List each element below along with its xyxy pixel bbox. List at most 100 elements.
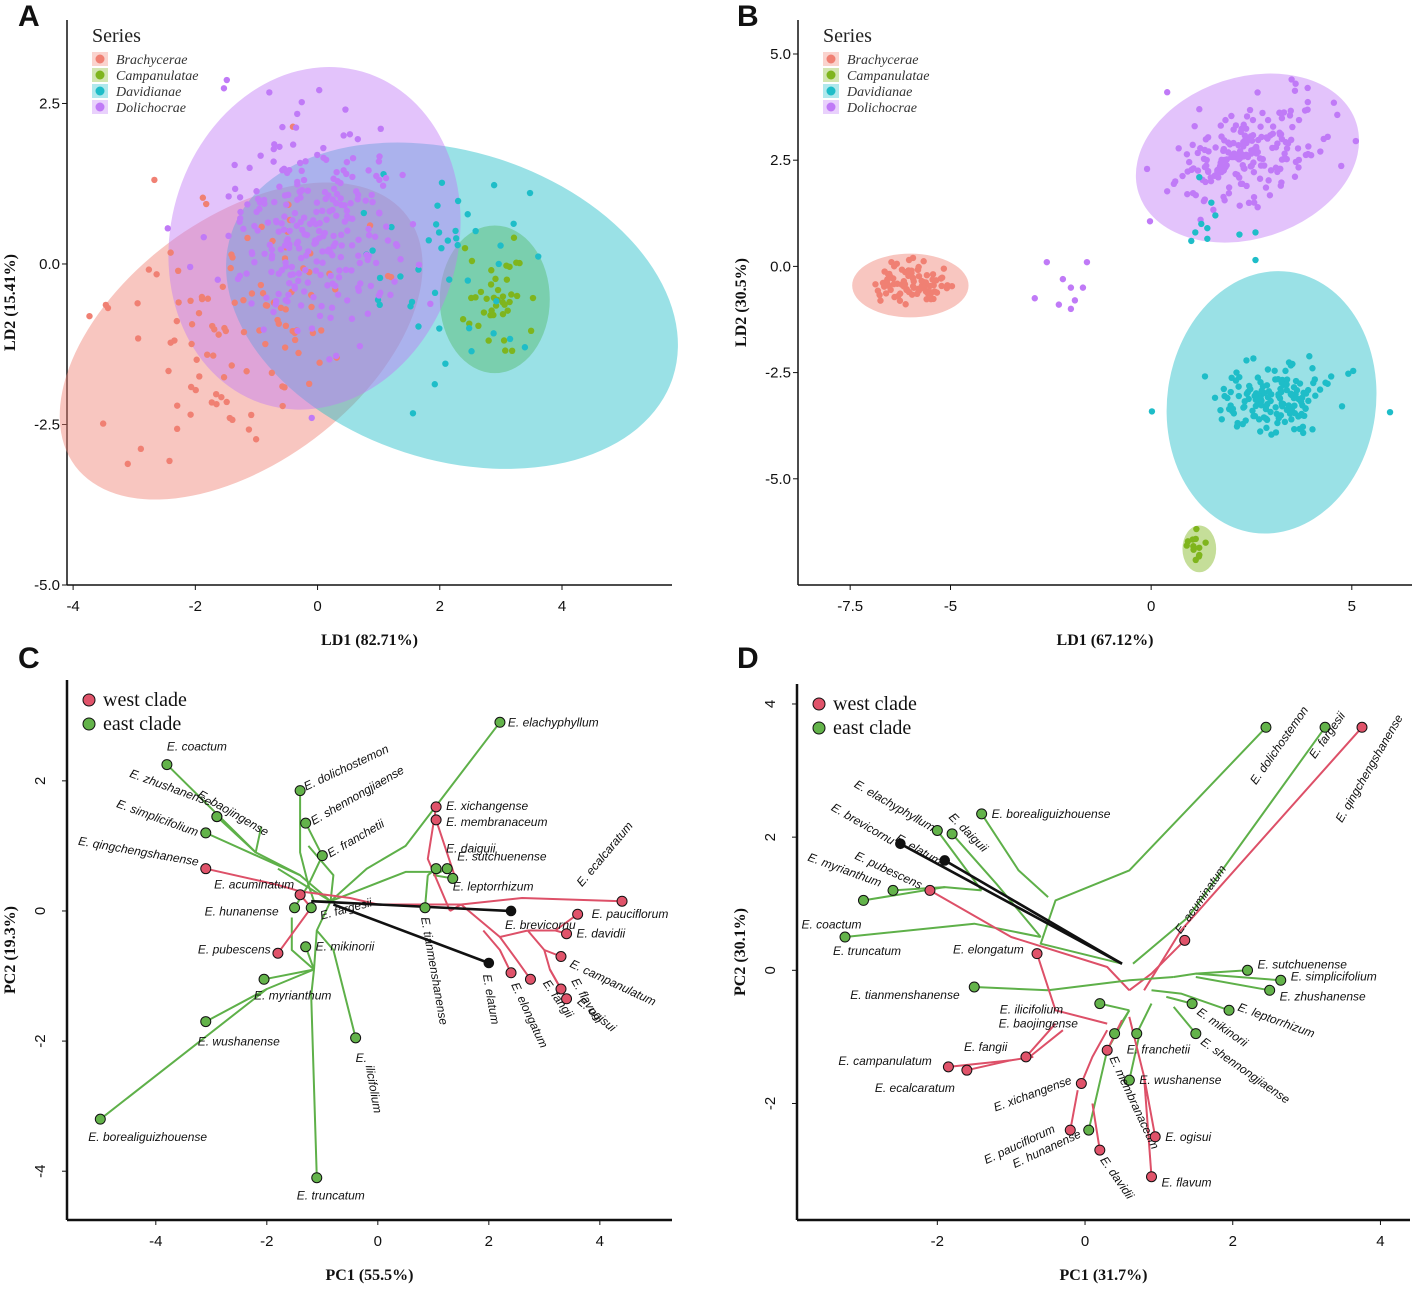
point-davidianae: [1227, 402, 1234, 409]
point-davidianae: [452, 235, 460, 242]
point-davidianae: [431, 289, 439, 297]
point-davidianae: [446, 276, 453, 283]
point-dolichocrae: [1143, 165, 1151, 173]
point-dolichocrae: [1291, 173, 1299, 180]
point-dolichocrae: [338, 242, 345, 249]
point-outlier: [1055, 301, 1063, 308]
tree-edge: [1025, 1022, 1057, 1058]
point-dolichocrae: [348, 267, 355, 274]
point-brachycerae: [199, 194, 207, 201]
point-davidianae: [510, 220, 517, 227]
point-davidianae: [1239, 420, 1246, 428]
x-tick-label: 5: [1348, 598, 1356, 615]
x-tick-label: -2: [931, 1233, 944, 1250]
point-brachycerae: [124, 460, 131, 468]
point-davidianae: [415, 323, 422, 330]
point-dolichocrae: [286, 279, 293, 287]
point-dolichocrae: [391, 278, 398, 285]
species-label: E. pubescens: [198, 942, 271, 956]
point-dolichocrae: [342, 106, 349, 113]
point-campanulatae: [1202, 539, 1209, 546]
point-dolichocrae: [332, 282, 339, 290]
point-davidianae: [1287, 391, 1295, 398]
legend-dot: [82, 693, 96, 707]
tree-edge: [332, 903, 490, 965]
point-dolichocrae: [1222, 116, 1229, 124]
point-dolichocrae: [277, 246, 285, 253]
species-label: E. borealiguizhouense: [992, 807, 1111, 821]
tree-node: [942, 1061, 954, 1073]
point-dolichocrae: [313, 258, 320, 265]
x-tick-label: -4: [66, 598, 79, 615]
point-dolichocrae: [367, 282, 375, 290]
point-davidianae: [1249, 407, 1256, 414]
tree-edge: [311, 899, 512, 913]
point-davidianae: [1260, 414, 1268, 421]
point-dolichocrae: [1220, 145, 1228, 153]
point-brachycerae: [188, 321, 196, 328]
tree-edge: [1080, 1029, 1109, 1084]
point-dolichocrae: [329, 206, 336, 214]
point-davidianae: [1291, 402, 1298, 409]
tree-edge: [99, 988, 268, 1120]
point-brachycerae: [927, 288, 934, 296]
point-campanulatae: [487, 281, 495, 288]
point-davidianae: [1275, 391, 1282, 398]
point-dolichocrae: [1257, 162, 1265, 169]
tree-edge: [307, 845, 335, 902]
point-campanulatae: [472, 294, 479, 301]
tree-node: [946, 828, 958, 840]
point-davidianae: [472, 227, 479, 235]
legend-entry: Dolichocrae: [115, 101, 186, 116]
point-dolichocrae: [280, 226, 288, 233]
panel-b: B -7.5 -5 0 5 5.0 2.5 0.0 -2.5 -5.0 LD1 (67.12%) LD…: [733, 0, 1412, 649]
point-dolichocrae: [1241, 132, 1249, 139]
tree-node: [555, 951, 567, 963]
point-davidianae: [415, 266, 422, 273]
x-tick-label: -4: [149, 1233, 162, 1250]
point-davidianae: [1301, 412, 1308, 420]
point-campanulatae: [1193, 525, 1200, 533]
point-dolichocrae: [286, 244, 293, 252]
point-dolichocrae: [1235, 142, 1242, 149]
species-label: E. mikinorii: [316, 940, 375, 954]
point-dolichocrae: [288, 263, 296, 271]
species-label: E. brevicornu: [505, 918, 576, 932]
y-tick-label: 0: [32, 907, 49, 915]
point-brachycerae: [227, 264, 234, 272]
point-brachycerae: [877, 297, 884, 304]
point-dolichocrae: [270, 158, 277, 165]
point-dolichocrae: [337, 253, 345, 261]
point-dolichocrae: [236, 218, 243, 225]
point-outlier: [1204, 224, 1211, 232]
point-dolichocrae: [1225, 184, 1233, 191]
point-dolichocrae: [1184, 168, 1191, 175]
point-outlier: [1031, 295, 1038, 302]
point-brachycerae: [219, 283, 227, 290]
point-outlier: [1164, 89, 1171, 96]
point-outlier: [1304, 84, 1311, 92]
tree-node: [976, 808, 988, 820]
point-outlier: [1172, 178, 1179, 185]
point-dolichocrae: [1201, 146, 1208, 154]
y-tick-label: -2: [762, 1097, 779, 1110]
point-dolichocrae: [409, 220, 417, 228]
point-dolichocrae: [383, 223, 390, 230]
point-dolichocrae: [244, 201, 251, 208]
point-davidianae: [1148, 408, 1156, 415]
tree-node: [1190, 1028, 1202, 1040]
tree-node: [561, 928, 573, 940]
tree-node: [200, 863, 212, 875]
point-dolichocrae: [1280, 109, 1288, 116]
point-dolichocrae: [298, 167, 305, 175]
point-brachycerae: [240, 328, 248, 336]
point-davidianae: [1327, 373, 1335, 380]
point-dolichocrae: [1228, 112, 1235, 120]
point-davidianae: [1263, 382, 1271, 389]
point-dolichocrae: [248, 249, 255, 256]
point-davidianae: [1309, 426, 1316, 433]
point-campanulatae: [488, 267, 495, 274]
point-dolichocrae: [246, 164, 253, 172]
point-campanulatae: [1196, 544, 1203, 551]
